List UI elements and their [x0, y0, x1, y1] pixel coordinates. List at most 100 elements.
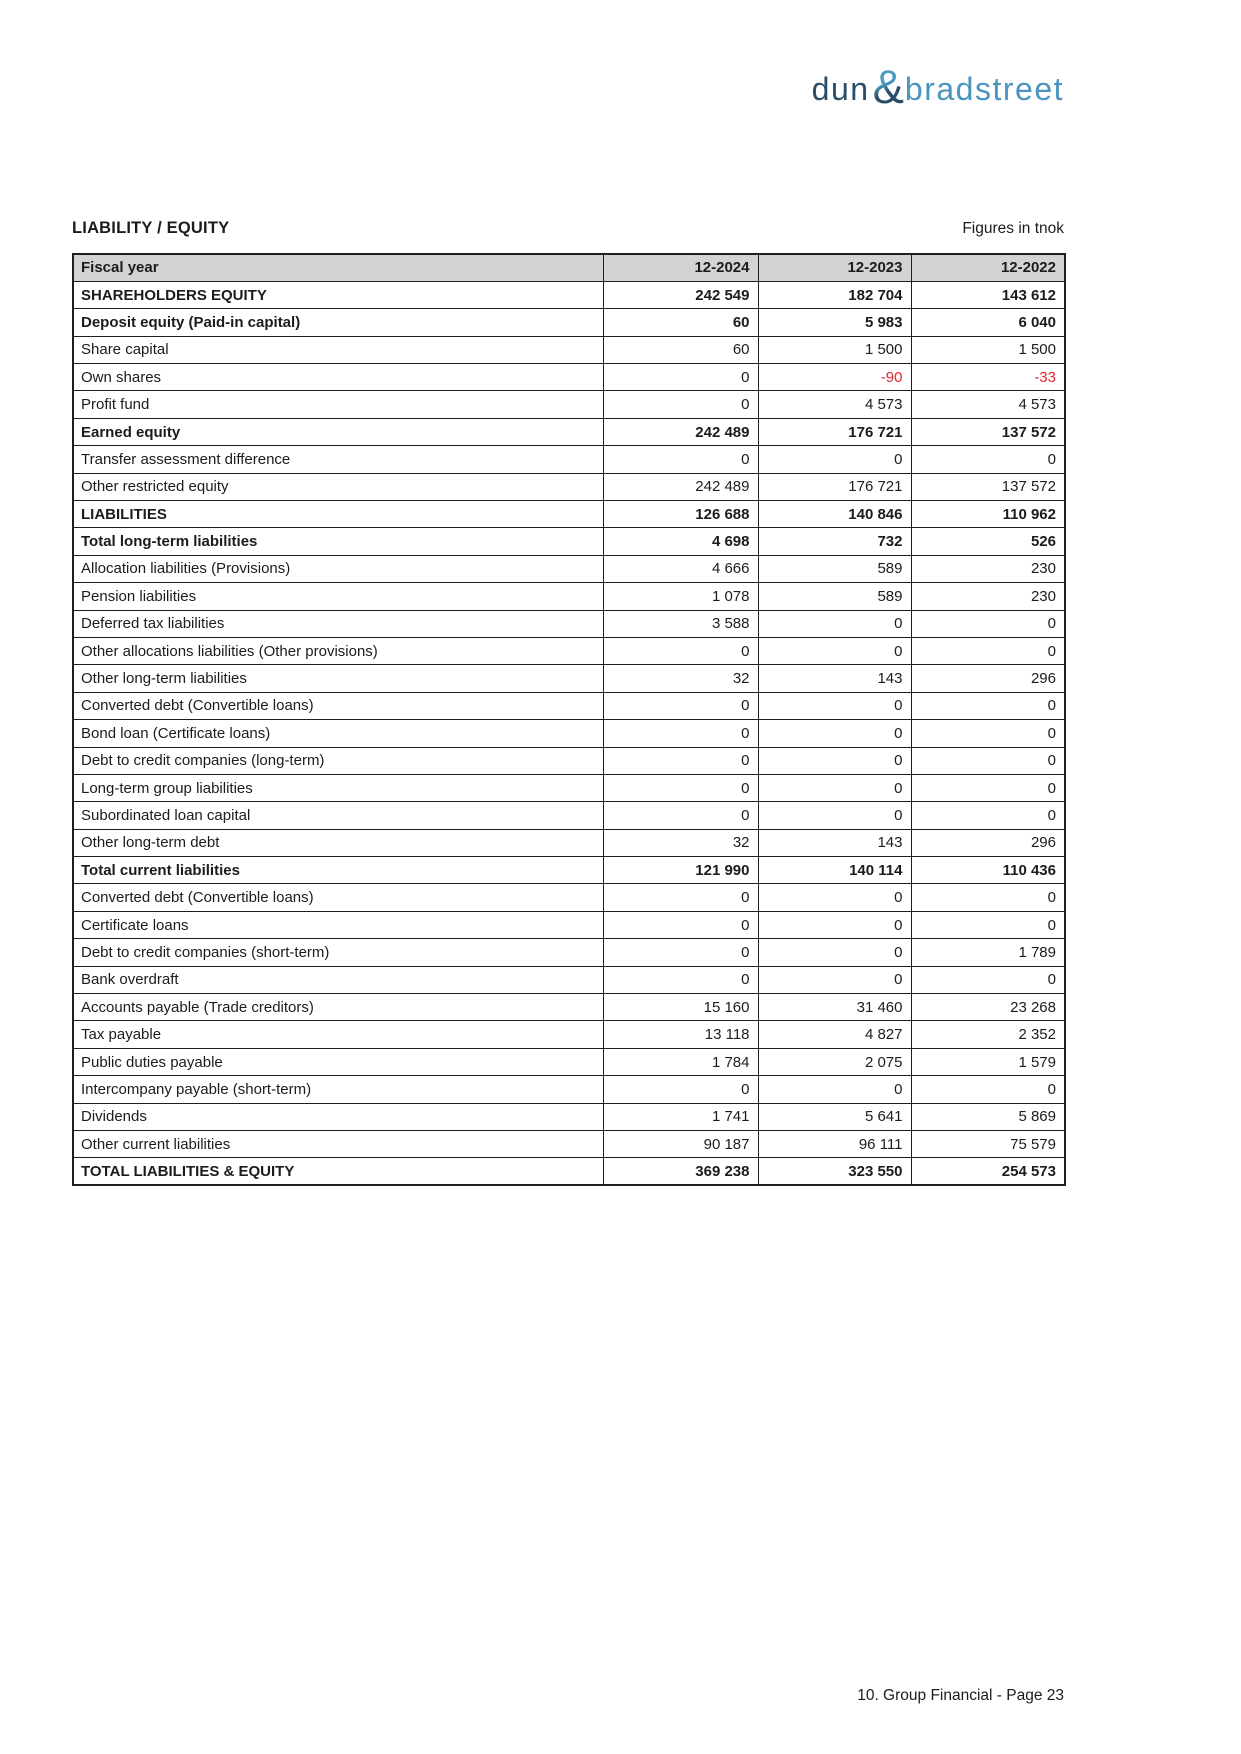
row-label: Dividends: [72, 1102, 604, 1132]
row-value: 0: [602, 1075, 759, 1104]
row-value: 0: [910, 746, 1066, 775]
row-label: Transfer assessment difference: [72, 445, 604, 474]
table-row: Deposit equity (Paid-in capital) 60 5 983 6…: [72, 308, 1066, 337]
row-value: 0: [602, 445, 759, 474]
row-value: 0: [757, 719, 912, 748]
table-row: Intercompany payable (short-term) 0 0 0: [72, 1075, 1066, 1104]
row-value: 230: [910, 582, 1066, 611]
row-value: 60: [602, 308, 759, 337]
row-value: 0: [910, 609, 1066, 638]
row-value: 0: [602, 965, 759, 995]
row-value: 732: [757, 527, 912, 556]
row-value: 1 579: [910, 1047, 1066, 1077]
row-label: Total current liabilities: [72, 856, 604, 885]
row-label: SHAREHOLDERS EQUITY: [72, 280, 604, 310]
dun-bradstreet-logo: dun & bradstreet: [812, 60, 1064, 113]
table-row: Deferred tax liabilities 3 588 0 0: [72, 609, 1066, 638]
row-value: 1 789: [910, 938, 1066, 967]
table-row: Transfer assessment difference 0 0 0: [72, 445, 1066, 474]
row-label: Converted debt (Convertible loans): [72, 883, 604, 912]
table-row: Allocation liabilities (Provisions) 4 666…: [72, 554, 1066, 584]
row-value: 182 704: [757, 280, 912, 310]
table-row: SHAREHOLDERS EQUITY 242 549 182 704 143 612: [72, 280, 1066, 310]
row-value: 3 588: [602, 609, 759, 638]
row-value: 60: [602, 335, 759, 365]
row-label: Deposit equity (Paid-in capital): [72, 308, 604, 337]
row-label: Share capital: [72, 335, 604, 365]
row-value: 0: [910, 773, 1066, 803]
row-label: Other current liabilities: [72, 1129, 604, 1159]
page-footer: 10. Group Financial - Page 23: [857, 1687, 1064, 1704]
column-header-2024: 12-2024: [602, 253, 759, 282]
row-value: 0: [602, 773, 759, 803]
table-row: Other long-term liabilities 32 143 296: [72, 664, 1066, 693]
row-value: 0: [602, 719, 759, 748]
row-label: Own shares: [72, 363, 604, 392]
ampersand-icon: &: [872, 60, 904, 113]
row-label: Other allocations liabilities (Other pro…: [72, 636, 604, 666]
row-value: 296: [910, 664, 1066, 693]
row-label: Profit fund: [72, 390, 604, 419]
row-value: 230: [910, 554, 1066, 584]
table-row: Debt to credit companies (long-term) 0 0 0: [72, 746, 1066, 775]
row-value: 0: [910, 801, 1066, 830]
row-value: 323 550: [757, 1157, 912, 1186]
row-label: Converted debt (Convertible loans): [72, 691, 604, 721]
row-value: 0: [602, 910, 759, 940]
row-value: 110 436: [910, 856, 1066, 885]
unit-note: Figures in tnok: [962, 220, 1064, 237]
row-value: 96 111: [757, 1129, 912, 1159]
row-value: 75 579: [910, 1129, 1066, 1159]
row-value: 5 641: [757, 1102, 912, 1132]
row-value: 1 784: [602, 1047, 759, 1077]
table-row: Total long-term liabilities 4 698 732 526: [72, 527, 1066, 556]
row-label: Pension liabilities: [72, 582, 604, 611]
row-value: 1 741: [602, 1102, 759, 1132]
row-label: Earned equity: [72, 417, 604, 447]
row-value: 126 688: [602, 500, 759, 529]
row-value: 5 869: [910, 1102, 1066, 1132]
row-value: 0: [602, 801, 759, 830]
row-label: LIABILITIES: [72, 500, 604, 529]
row-label: Bank overdraft: [72, 965, 604, 995]
row-value: 4 698: [602, 527, 759, 556]
row-value: 0: [602, 363, 759, 392]
row-value: 137 572: [910, 417, 1066, 447]
row-value: 296: [910, 828, 1066, 858]
table-row: Other allocations liabilities (Other pro…: [72, 636, 1066, 666]
row-value: 1 500: [910, 335, 1066, 365]
row-value: 242 489: [602, 472, 759, 502]
table-row: Own shares 0 -90 -33: [72, 363, 1066, 392]
row-label: Other restricted equity: [72, 472, 604, 502]
column-header-2022: 12-2022: [910, 253, 1066, 282]
table-row: Profit fund 0 4 573 4 573: [72, 390, 1066, 419]
row-value: 0: [910, 965, 1066, 995]
row-label: Deferred tax liabilities: [72, 609, 604, 638]
row-label: Total long-term liabilities: [72, 527, 604, 556]
row-value: 0: [757, 746, 912, 775]
row-value: 0: [757, 883, 912, 912]
row-label: Debt to credit companies (long-term): [72, 746, 604, 775]
row-value: 242 489: [602, 417, 759, 447]
page-title: LIABILITY / EQUITY: [72, 219, 230, 237]
row-value: -33: [910, 363, 1066, 392]
table-row: Other current liabilities 90 187 96 111 75 …: [72, 1129, 1066, 1159]
table-row: Tax payable 13 118 4 827 2 352: [72, 1020, 1066, 1049]
row-label: Certificate loans: [72, 910, 604, 940]
row-value: 6 040: [910, 308, 1066, 337]
row-value: 0: [757, 636, 912, 666]
row-value: 0: [910, 691, 1066, 721]
row-value: 0: [910, 910, 1066, 940]
row-value: 23 268: [910, 993, 1066, 1022]
row-value: 0: [757, 938, 912, 967]
table-row: Other long-term debt 32 143 296: [72, 828, 1066, 858]
row-value: 254 573: [910, 1157, 1066, 1186]
table-row: LIABILITIES 126 688 140 846 110 962: [72, 500, 1066, 529]
row-value: 0: [757, 609, 912, 638]
row-value: 15 160: [602, 993, 759, 1022]
row-value: 0: [757, 691, 912, 721]
row-label: Bond loan (Certificate loans): [72, 719, 604, 748]
row-value: 137 572: [910, 472, 1066, 502]
row-value: 369 238: [602, 1157, 759, 1186]
